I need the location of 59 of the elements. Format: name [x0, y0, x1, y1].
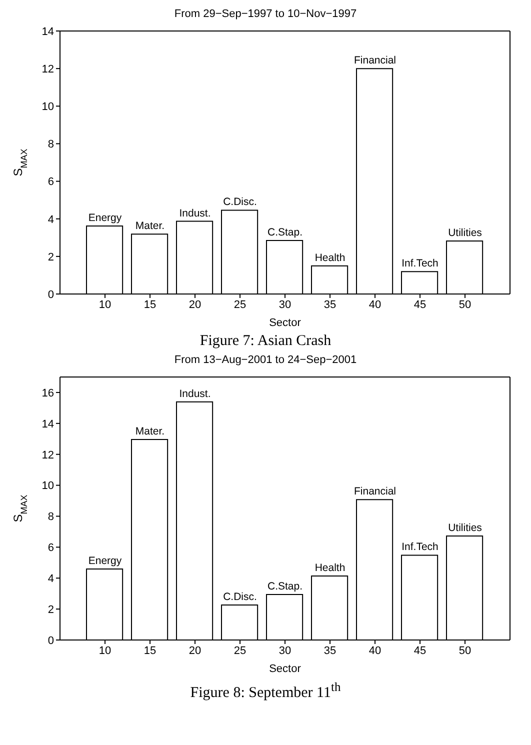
annotation: Inf.Tech: [402, 541, 439, 554]
annotation: Inf.Tech: [402, 258, 439, 270]
x-tick-label: 35: [324, 644, 336, 657]
x-tick-label: 40: [368, 644, 382, 657]
y-tick-label: 2: [48, 251, 54, 264]
x-tick-label: 10: [98, 298, 112, 311]
x-axis-title: Sector: [269, 663, 302, 675]
x-tick-label: 10: [98, 644, 112, 657]
annotation: C.Stap.: [267, 580, 303, 593]
annotation: Utilities: [448, 522, 482, 534]
annotation: Health: [314, 562, 346, 574]
x-tick-label: 25: [234, 644, 246, 657]
chart-title: From 29−Sep−1997 to 10−Nov−1997: [173, 8, 358, 22]
x-tick-label: 15: [144, 298, 156, 311]
x-tick-label: 20: [188, 298, 202, 311]
y-tick-label: 12: [42, 63, 54, 76]
y-tick-label: 0: [48, 288, 54, 301]
annotation: Utilities: [448, 227, 482, 240]
annotation: Health: [314, 252, 346, 264]
caption: Figure 7: Asian Crash: [198, 332, 332, 350]
x-tick-label: 25: [234, 298, 246, 311]
annotation: Financial: [354, 486, 396, 498]
y-tick-label: 4: [48, 573, 54, 586]
x-tick-label: 50: [458, 298, 472, 311]
x-tick-label: 30: [278, 644, 292, 657]
y-tick-label: 8: [48, 511, 54, 524]
x-tick-label: 20: [188, 644, 202, 657]
x-tick-label: 30: [278, 298, 292, 311]
x-tick-label: 15: [144, 644, 156, 657]
x-tick-label: 45: [414, 298, 426, 311]
y-tick-label: 10: [42, 101, 54, 114]
annotation: Mater.: [135, 220, 165, 232]
y-tick-label: 4: [48, 214, 54, 226]
y-tick-label: 12: [42, 449, 54, 462]
y-tick-label: 0: [48, 634, 54, 647]
x-tick-label: 40: [368, 298, 382, 311]
annotation: Mater.: [135, 426, 165, 438]
chart-title: From 13−Aug−2001 to 24−Sep−2001: [173, 354, 358, 368]
annotation: Indust.: [179, 388, 211, 400]
x-tick-label: 35: [324, 298, 336, 311]
y-tick-label: 2: [48, 604, 54, 616]
y-tick-label: 14: [42, 26, 54, 38]
y-tick-label: 6: [48, 542, 54, 554]
annotation: Financial: [354, 54, 396, 67]
y-tick-label: 6: [48, 176, 54, 188]
y-tick-label: 16: [42, 387, 54, 400]
annotation: C.Stap.: [267, 226, 303, 238]
annotation: C.Disc.: [223, 196, 257, 208]
y-tick-label: 14: [42, 418, 54, 430]
x-tick-label: 45: [414, 644, 426, 657]
annotation: Indust.: [179, 207, 211, 220]
x-axis-title: Sector: [269, 317, 302, 329]
annotation: Energy: [88, 554, 122, 567]
x-tick-label: 50: [458, 644, 472, 657]
annotation: Energy: [88, 212, 122, 224]
y-tick-label: 8: [48, 138, 54, 151]
annotation: C.Disc.: [223, 591, 257, 604]
caption: Figure 8: September 11$^{th}$: [189, 679, 342, 702]
y-tick-label: 10: [42, 480, 54, 492]
